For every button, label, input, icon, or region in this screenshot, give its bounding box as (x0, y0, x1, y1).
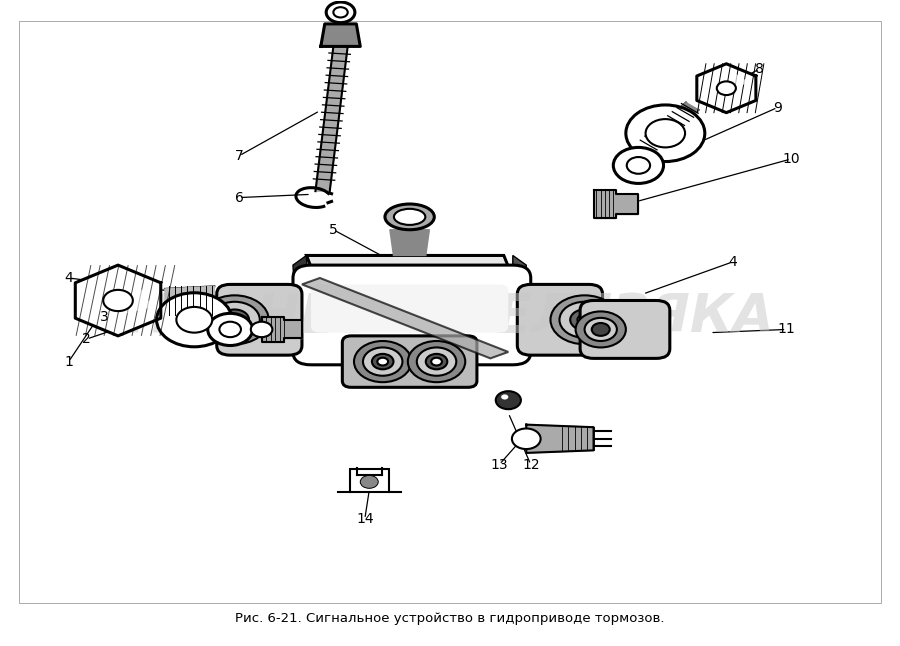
Polygon shape (306, 255, 513, 278)
Text: 8: 8 (755, 62, 764, 76)
Circle shape (496, 391, 521, 409)
Ellipse shape (385, 204, 435, 230)
FancyBboxPatch shape (580, 300, 670, 359)
Circle shape (360, 475, 378, 488)
Circle shape (377, 358, 388, 366)
Polygon shape (513, 255, 526, 355)
FancyBboxPatch shape (217, 284, 302, 355)
Polygon shape (637, 103, 698, 153)
Text: 2: 2 (82, 332, 91, 346)
Circle shape (585, 318, 616, 341)
Text: 9: 9 (773, 101, 782, 114)
Circle shape (431, 358, 442, 366)
Text: 5: 5 (329, 223, 338, 236)
Polygon shape (127, 281, 153, 313)
FancyBboxPatch shape (310, 284, 508, 333)
FancyBboxPatch shape (518, 284, 602, 355)
Polygon shape (165, 286, 214, 315)
Circle shape (578, 315, 592, 325)
Circle shape (417, 348, 456, 376)
Circle shape (251, 322, 273, 337)
FancyBboxPatch shape (342, 336, 477, 388)
Circle shape (228, 315, 242, 325)
Circle shape (571, 309, 598, 330)
Bar (349, 469, 389, 492)
Circle shape (626, 105, 705, 162)
Text: 12: 12 (522, 457, 540, 472)
Circle shape (645, 119, 685, 147)
Circle shape (363, 348, 402, 376)
Polygon shape (594, 190, 638, 218)
Circle shape (512, 428, 541, 449)
Text: 6: 6 (235, 191, 244, 205)
Polygon shape (726, 74, 749, 95)
Circle shape (326, 2, 355, 23)
Text: 4: 4 (64, 271, 73, 285)
Circle shape (560, 302, 609, 338)
Text: 13: 13 (491, 457, 508, 472)
Circle shape (176, 307, 212, 333)
FancyBboxPatch shape (293, 265, 531, 365)
Circle shape (372, 354, 393, 370)
Text: 10: 10 (782, 152, 800, 166)
Text: Рис. 6-21. Сигнальное устройство в гидроприводе тормозов.: Рис. 6-21. Сигнальное устройство в гидро… (235, 612, 665, 625)
Polygon shape (302, 278, 508, 359)
Circle shape (220, 309, 249, 330)
Text: 1: 1 (64, 355, 73, 369)
Circle shape (208, 313, 253, 346)
Polygon shape (526, 424, 594, 453)
Circle shape (426, 354, 447, 370)
Polygon shape (262, 317, 302, 342)
Circle shape (501, 395, 508, 399)
Polygon shape (697, 64, 756, 112)
Ellipse shape (394, 209, 426, 225)
Circle shape (408, 341, 465, 382)
Text: 7: 7 (235, 149, 244, 163)
Circle shape (592, 323, 609, 336)
Circle shape (104, 290, 133, 311)
Circle shape (551, 295, 618, 344)
Text: 14: 14 (356, 512, 374, 526)
Circle shape (201, 295, 269, 344)
Circle shape (613, 147, 663, 183)
Text: 11: 11 (778, 322, 796, 337)
Polygon shape (315, 47, 347, 191)
Circle shape (220, 322, 241, 337)
Circle shape (333, 7, 347, 17)
Text: 3: 3 (100, 309, 109, 324)
Polygon shape (293, 255, 310, 355)
Circle shape (626, 157, 650, 174)
Circle shape (157, 293, 232, 347)
Circle shape (354, 341, 411, 382)
Polygon shape (320, 24, 360, 47)
Circle shape (576, 311, 626, 348)
Polygon shape (390, 230, 429, 255)
Circle shape (716, 81, 736, 95)
Circle shape (210, 302, 260, 338)
Polygon shape (76, 265, 161, 336)
Text: ПЛАНЕТА ЖЕЛЕЗЯКА: ПЛАНЕТА ЖЕЛЕЗЯКА (127, 291, 773, 342)
Text: 4: 4 (728, 255, 737, 269)
